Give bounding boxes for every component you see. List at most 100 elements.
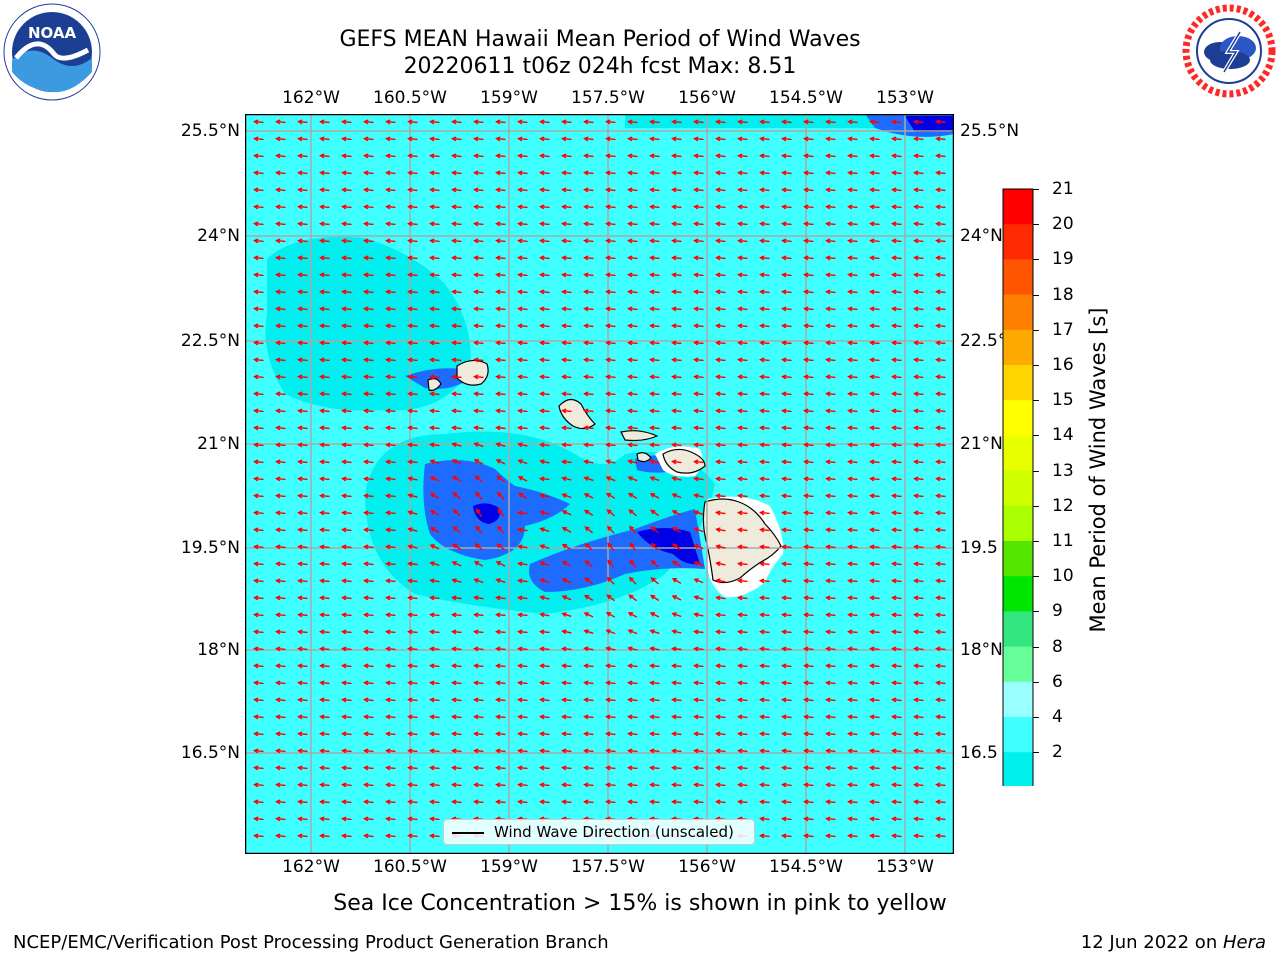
wind-arrow-head — [253, 272, 259, 278]
wind-arrow — [452, 766, 462, 770]
wind-arrow-head — [781, 697, 787, 703]
wind-arrow — [848, 273, 858, 277]
wind-arrow — [364, 817, 374, 821]
wind-arrow — [408, 596, 418, 600]
wind-arrow-head — [584, 560, 590, 566]
wind-arrow-head — [759, 561, 765, 567]
wind-arrow — [760, 647, 770, 651]
wind-arrow-head — [605, 136, 611, 142]
wind-arrow-head — [297, 408, 303, 414]
wind-arrow-head — [781, 578, 787, 584]
wind-arrow — [518, 443, 528, 447]
wind-arrow-head — [737, 272, 743, 278]
wind-arrow — [672, 290, 682, 294]
wind-arrow-head — [539, 119, 545, 125]
wind-arrow-head — [759, 357, 765, 363]
wind-arrow — [650, 171, 660, 175]
wind-arrow — [936, 511, 946, 515]
wind-arrow — [628, 409, 638, 413]
wind-arrow — [408, 358, 418, 362]
wind-arrow-head — [737, 136, 743, 142]
wind-arrow — [782, 443, 792, 447]
wind-arrow-head — [363, 816, 369, 822]
wind-arrow-head — [759, 391, 765, 397]
wind-arrow-head — [385, 646, 391, 652]
wind-arrow-head — [825, 238, 831, 244]
wind-arrow — [738, 613, 748, 617]
wind-arrow-head — [605, 255, 611, 261]
wind-arrow — [386, 188, 396, 192]
wind-arrow-head — [539, 187, 545, 193]
wind-arrow-head — [539, 391, 545, 397]
wind-arrow-head — [671, 646, 677, 652]
wind-arrow — [298, 188, 308, 192]
wind-arrow-head — [495, 391, 501, 397]
wind-arrow — [430, 834, 440, 838]
wind-arrow — [540, 409, 550, 413]
wind-arrow-head — [605, 340, 611, 346]
wind-arrow-head — [803, 629, 809, 635]
wind-arrow-head — [561, 697, 567, 703]
wind-arrow-head — [781, 493, 787, 499]
wind-arrow-head — [495, 714, 501, 720]
wind-arrow — [936, 443, 946, 447]
wind-arrow-head — [517, 323, 523, 329]
wind-arrow — [452, 543, 462, 551]
wind-arrow-head — [297, 697, 303, 703]
colorbar-tick-mark — [1033, 189, 1039, 190]
wind-arrow — [628, 749, 638, 753]
wind-arrow — [584, 664, 594, 668]
wind-arrow — [892, 273, 902, 277]
wind-arrow-head — [649, 204, 655, 210]
wind-arrow — [914, 613, 924, 617]
wind-arrow — [672, 188, 682, 192]
wind-arrow-head — [341, 646, 347, 652]
wind-arrow-head — [737, 493, 743, 499]
wind-arrow — [826, 545, 836, 549]
wind-arrow — [716, 494, 726, 498]
colorbar-tick-mark — [1033, 224, 1039, 226]
wind-arrow-head — [517, 119, 523, 125]
wind-arrow — [298, 290, 308, 294]
wind-arrow — [672, 715, 682, 719]
wind-arrow — [430, 715, 440, 719]
wind-arrow-head — [517, 714, 523, 720]
wind-arrow — [342, 222, 352, 226]
wind-arrow — [782, 800, 792, 804]
wind-arrow-head — [671, 748, 677, 754]
sea-ice-note: Sea Ice Concentration > 15% is shown in … — [333, 891, 947, 916]
wind-arrow-head — [913, 136, 919, 142]
wind-arrow-head — [297, 544, 303, 550]
wind-arrow — [870, 630, 880, 634]
wind-arrow — [870, 239, 880, 243]
wind-arrow — [826, 800, 836, 804]
wind-arrow-head — [781, 408, 787, 414]
wind-arrow — [386, 562, 396, 566]
wind-arrow-head — [429, 204, 435, 210]
wind-arrow — [496, 188, 506, 192]
wind-arrow — [738, 392, 748, 396]
wind-arrow-head — [253, 170, 259, 176]
wind-arrow — [650, 629, 660, 635]
wind-arrow-head — [275, 697, 281, 703]
colorbar-tick-mark — [1033, 329, 1039, 331]
wind-arrow — [936, 256, 946, 260]
wind-arrow — [518, 341, 528, 345]
wind-arrow-head — [561, 476, 567, 482]
wind-arrow — [782, 681, 792, 685]
wind-arrow — [892, 307, 902, 311]
wind-arrow-head — [385, 612, 391, 618]
wind-arrow-head — [935, 442, 941, 448]
wind-arrow — [826, 358, 836, 362]
wind-arrow — [540, 443, 550, 447]
wind-arrow — [408, 613, 418, 617]
wind-arrow-head — [649, 374, 655, 380]
wind-arrow — [254, 256, 264, 260]
wind-arrow — [892, 324, 902, 328]
wind-arrow-head — [913, 782, 919, 788]
wind-arrow-head — [363, 153, 369, 159]
wind-arrow — [254, 511, 264, 515]
wind-arrow-head — [913, 731, 919, 737]
wind-arrow — [298, 630, 308, 634]
wind-arrow-head — [429, 799, 435, 805]
